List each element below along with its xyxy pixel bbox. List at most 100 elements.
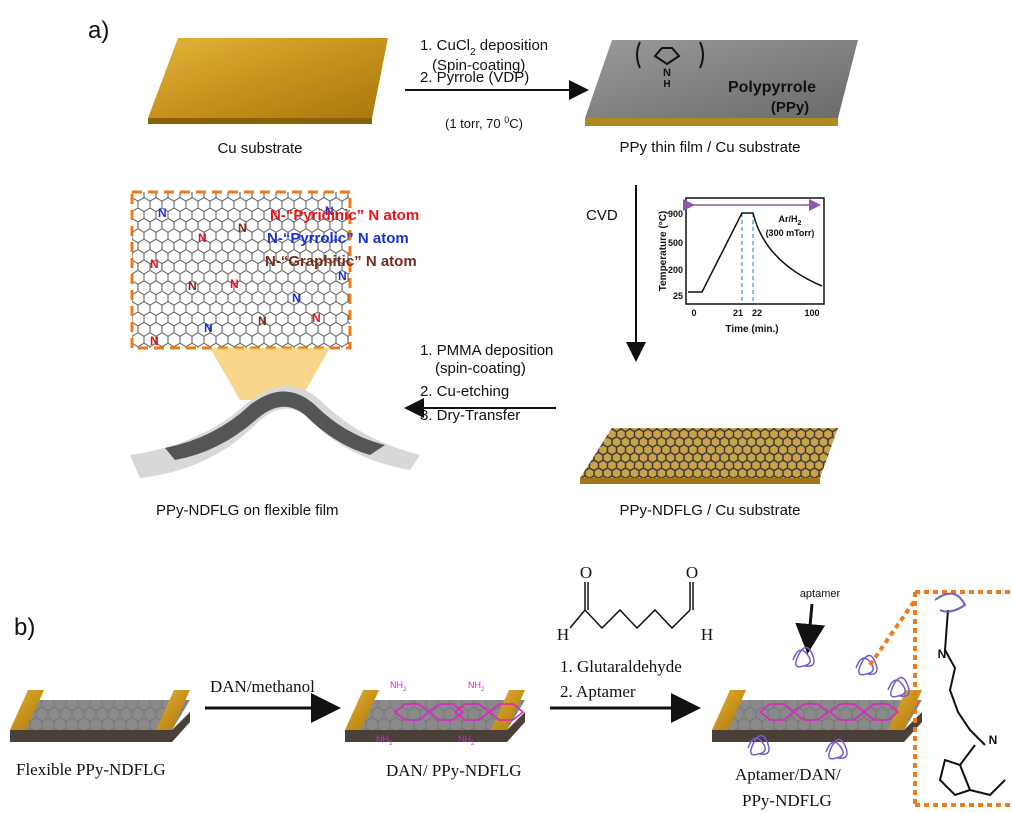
atom: H (557, 625, 569, 644)
label: Ar/H2 (779, 214, 802, 227)
atom: N (188, 279, 197, 293)
linker-structure (938, 609, 1006, 797)
text: Ar/H (779, 214, 798, 224)
x-tick-label: 21 (733, 308, 743, 318)
atom: N (938, 647, 947, 661)
step-text: 2. Aptamer (560, 682, 636, 701)
ppy-film (585, 40, 858, 118)
label: (300 mTorr) (766, 228, 815, 238)
lattice (132, 192, 350, 348)
step-text: DAN/methanol (210, 677, 315, 696)
y-tick-label: 200 (668, 265, 683, 275)
aptamer-strand (792, 646, 815, 668)
nh2-label: NH2 (458, 734, 475, 747)
atom: H (663, 79, 670, 90)
zoom-beam (210, 348, 330, 400)
atom: N (150, 334, 159, 348)
caption: PPy-NDFLG / Cu substrate (620, 502, 801, 519)
caption: PPy-NDFLG (742, 791, 832, 810)
atom: N (258, 314, 267, 328)
atom: N (230, 277, 239, 291)
atom: N (204, 321, 213, 335)
y-axis-label: Temperature (°C) (658, 211, 669, 292)
step-text: 2. Pyrrole (VDP) (420, 69, 529, 86)
x-tick-label: 100 (804, 308, 819, 318)
atom: N (198, 231, 207, 245)
label: (PPy) (771, 99, 809, 116)
subscript: 2 (481, 687, 485, 693)
atom: N (238, 221, 247, 235)
y-tick-label: 25 (673, 291, 683, 301)
nh2-label: NH2 (376, 734, 393, 747)
subscript: 2 (798, 220, 802, 227)
devices (10, 690, 922, 742)
caption: DAN/ PPy-NDFLG (386, 761, 522, 780)
atom: H (701, 625, 713, 644)
label: Polypyrrole (728, 79, 816, 96)
x-tick-label: 22 (752, 308, 762, 318)
caption: Cu substrate (217, 140, 302, 157)
step-text: (spin-coating) (435, 360, 526, 377)
caption: Flexible PPy-NDFLG (16, 760, 166, 779)
step-text: CVD (586, 207, 618, 224)
electrode (156, 690, 190, 730)
device-base (10, 712, 190, 742)
subscript: 2 (471, 741, 475, 747)
subscript: 2 (389, 741, 393, 747)
device-base (345, 712, 525, 742)
step-text: 1. PMMA deposition (420, 342, 553, 359)
x-axis-label: Time (min.) (725, 324, 778, 335)
atom: N (158, 206, 167, 220)
step-text: 1. CuCl2 deposition (420, 37, 548, 58)
aptamer-strand (855, 654, 878, 676)
electrode (10, 690, 44, 730)
atom: N (312, 311, 321, 325)
glutaraldehyde-structure (569, 582, 694, 630)
subscript: 2 (470, 47, 476, 58)
zoom-box (868, 590, 1010, 807)
text: NH (390, 680, 403, 690)
step-text: (1 torr, 70 0C) (445, 115, 523, 131)
cu-substrate (148, 38, 388, 118)
dan-molecule (758, 703, 830, 721)
aptamers (747, 646, 910, 760)
plot-frame (685, 197, 825, 305)
atom: N (150, 257, 159, 271)
panel-label: a) (88, 17, 109, 44)
aptamer-strand (747, 734, 770, 756)
superscript: 0 (504, 115, 509, 125)
text: C) (509, 116, 523, 131)
aptamer-strand (934, 592, 967, 613)
text: NH (458, 734, 471, 744)
electrode (712, 690, 746, 730)
legend-item: N-“Pyridinic” N atom (270, 207, 419, 224)
text: 1. CuCl (420, 37, 470, 54)
graphene-lattice (580, 428, 838, 478)
cu-edge (585, 118, 838, 126)
text: NH (468, 680, 481, 690)
step-text: (Spin-coating) (432, 57, 525, 74)
legend-item: N-“Pyrrolic” N atom (267, 230, 409, 247)
inset-chart: Ar/H2 (300 mTorr) 900 500 200 25 0 21 22… (658, 197, 825, 335)
caption: PPy thin film / Cu substrate (620, 139, 801, 156)
graphene-texture (165, 391, 385, 460)
step-text: 2. Cu-etching (420, 383, 509, 400)
legend-item: N-“Graphitic” N atom (265, 253, 417, 270)
y-tick-label: 500 (668, 238, 683, 248)
atom: O (580, 563, 592, 582)
x-tick-label: 0 (691, 308, 696, 318)
graphene-structure (130, 190, 352, 400)
cu-edge (148, 118, 372, 124)
text: (1 torr, 70 (445, 116, 504, 131)
atom: N (325, 204, 334, 218)
caption: Aptamer/DAN/ (735, 765, 841, 784)
dan-molecule (828, 703, 900, 721)
caption: PPy-NDFLG on flexible film (156, 502, 339, 519)
label: aptamer (800, 588, 841, 600)
step-text: 3. Dry-Transfer (420, 407, 520, 424)
aptamer-strand (887, 676, 910, 698)
nh2-label: NH2 (390, 680, 407, 693)
